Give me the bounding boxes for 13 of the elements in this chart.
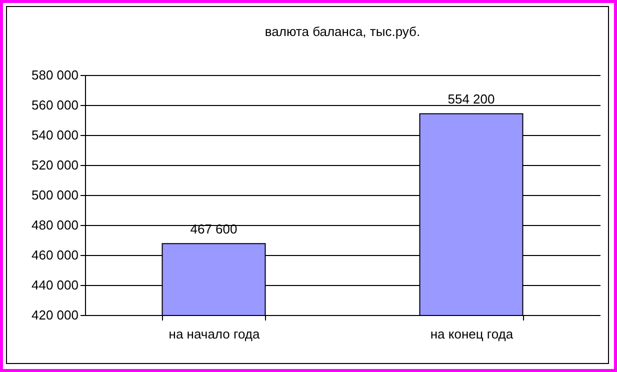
- y-tick-label: 500 000: [32, 188, 78, 202]
- chart-title: валюта баланса, тыс.руб.: [264, 24, 420, 39]
- data-label: 554 200: [448, 92, 495, 107]
- y-tick-label: 560 000: [32, 98, 78, 112]
- y-tick-label: 580 000: [32, 68, 78, 82]
- y-tick-label: 540 000: [32, 128, 78, 142]
- y-tick-label: 460 000: [32, 248, 78, 262]
- y-tick-label: 420 000: [32, 308, 78, 322]
- y-tick-label: 440 000: [32, 278, 78, 292]
- x-tick-label: на начало года: [168, 326, 260, 342]
- y-tick-label: 480 000: [32, 218, 78, 232]
- x-tick-label: на конец года: [430, 326, 514, 342]
- y-tick-label: 520 000: [32, 158, 78, 172]
